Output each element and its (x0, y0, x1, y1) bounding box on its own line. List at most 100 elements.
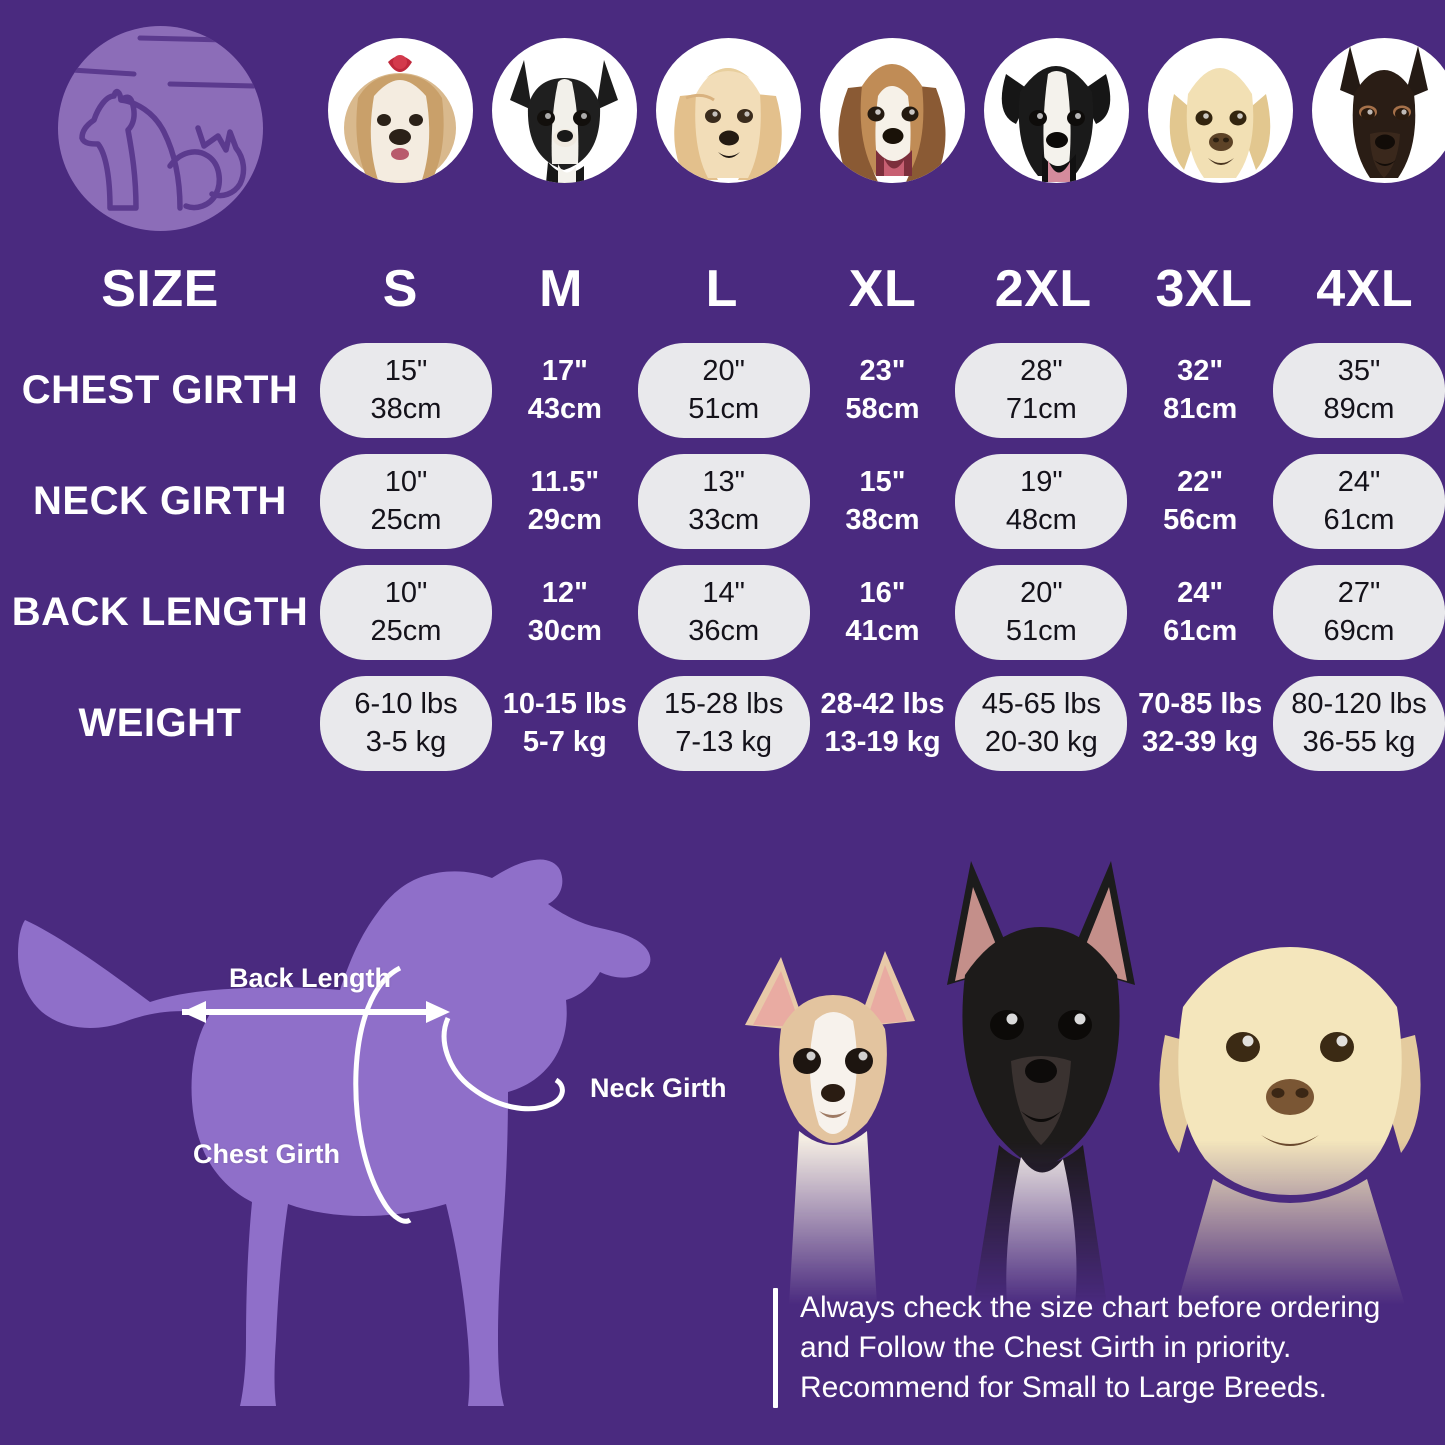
value-plain: 22" 56cm (1163, 466, 1238, 536)
value-plain: 10-15 lbs 5-7 kg (502, 688, 627, 758)
size-table: SIZE S M L XL 2XL 3XL 4XL CHEST GIRTH 15… (0, 243, 1445, 779)
value-plain: 15" 38cm (845, 466, 920, 536)
value-plain: 11.5" 29cm (527, 466, 602, 536)
value-pill: 24" 61cm (1273, 454, 1445, 549)
value-pill: 27" 69cm (1273, 565, 1445, 660)
cell-chest-m: 17" 43cm (492, 343, 638, 437)
cell-weight-xl: 28-42 lbs 13-19 kg (810, 676, 956, 770)
value-pill: 80-120 lbs 36-55 kg (1273, 676, 1445, 771)
breed-avatar-border-collie (984, 38, 1129, 183)
measure-lines-icon (182, 965, 565, 1224)
value-pill: 14" 36cm (637, 565, 810, 660)
breed-avatar-boston-terrier (492, 38, 637, 183)
breed-avatar-cocker-spaniel (656, 38, 801, 183)
value-pill: 20" 51cm (637, 343, 810, 438)
photo-french-bulldog (947, 861, 1135, 1305)
row-label-weight: WEIGHT (78, 701, 242, 745)
cell-neck-s: 10" 25cm (320, 454, 492, 549)
size-header-label: SIZE (101, 260, 219, 318)
label-back-length: Back Length (229, 963, 392, 993)
dog-side-silhouette-icon (18, 859, 651, 1406)
cell-chest-4xl: 35" 89cm (1273, 343, 1445, 438)
cell-back-l: 14" 36cm (637, 565, 810, 660)
value-plain: 24" 61cm (1163, 577, 1238, 647)
cell-back-2xl: 20" 51cm (955, 565, 1128, 660)
value-pill: 10" 25cm (320, 454, 492, 549)
value-plain: 12" 30cm (527, 577, 602, 647)
table-row-back-length: BACK LENGTH 10" 25cm 12" 30cm 14" 36cm 16" 4… (0, 557, 1445, 668)
size-header-4xl: 4XL (1316, 260, 1414, 318)
note-accent-bar (773, 1288, 778, 1408)
breed-avatar-row (328, 38, 1445, 183)
note-text: Always check the size chart before order… (800, 1291, 1381, 1404)
breed-avatar-doberman (1312, 38, 1445, 183)
table-header-row: SIZE S M L XL 2XL 3XL 4XL (0, 243, 1445, 335)
cell-weight-s: 6-10 lbs 3-5 kg (320, 676, 492, 771)
cell-back-m: 12" 30cm (492, 565, 638, 659)
measurement-diagram (0, 840, 740, 1445)
value-pill: 6-10 lbs 3-5 kg (320, 676, 492, 771)
table-row-weight: WEIGHT 6-10 lbs 3-5 kg 10-15 lbs 5-7 kg 15… (0, 668, 1445, 779)
value-plain: 32" 81cm (1163, 355, 1238, 425)
cell-weight-m: 10-15 lbs 5-7 kg (492, 676, 638, 770)
cell-chest-l: 20" 51cm (637, 343, 810, 438)
value-plain: 70-85 lbs 32-39 kg (1138, 688, 1263, 758)
cell-back-4xl: 27" 69cm (1273, 565, 1445, 660)
breed-avatar-shih-tzu (328, 38, 473, 183)
value-pill: 13" 33cm (637, 454, 810, 549)
value-pill: 20" 51cm (955, 565, 1128, 660)
cell-chest-2xl: 28" 71cm (955, 343, 1128, 438)
value-plain: 28-42 lbs 13-19 kg (820, 688, 945, 758)
cell-neck-l: 13" 33cm (637, 454, 810, 549)
value-pill: 10" 25cm (320, 565, 492, 660)
photo-chihuahua (745, 951, 915, 1305)
row-label-neck-girth: NECK GIRTH (33, 479, 287, 523)
size-header-l: L (705, 260, 738, 318)
size-header-m: M (539, 260, 583, 318)
size-header-xl: XL (848, 260, 917, 318)
size-header-3xl: 3XL (1155, 260, 1253, 318)
neck-measure-loop-icon (441, 1016, 565, 1112)
brand-logo (58, 26, 263, 231)
dog-cat-circle-logo-icon (69, 35, 257, 211)
cell-neck-2xl: 19" 48cm (955, 454, 1128, 549)
value-plain: 16" 41cm (845, 577, 920, 647)
cell-chest-3xl: 32" 81cm (1127, 343, 1273, 437)
value-pill: 45-65 lbs 20-30 kg (955, 676, 1128, 771)
label-chest-girth: Chest Girth (193, 1139, 341, 1169)
cell-weight-4xl: 80-120 lbs 36-55 kg (1273, 676, 1445, 771)
chest-measure-loop-icon (353, 965, 412, 1224)
cell-chest-xl: 23" 58cm (810, 343, 956, 437)
value-pill: 28" 71cm (955, 343, 1128, 438)
cell-neck-m: 11.5" 29cm (492, 454, 638, 548)
size-header-2xl: 2XL (994, 260, 1092, 318)
cell-neck-4xl: 24" 61cm (1273, 454, 1445, 549)
table-row-neck-girth: NECK GIRTH 10" 25cm 11.5" 29cm 13" 33cm 15"… (0, 446, 1445, 557)
header (0, 0, 1445, 240)
note-block: Always check the size chart before order… (773, 1288, 1380, 1408)
value-pill: 15" 38cm (320, 343, 492, 438)
cell-weight-2xl: 45-65 lbs 20-30 kg (955, 676, 1128, 771)
cell-weight-l: 15-28 lbs 7-13 kg (637, 676, 810, 771)
cell-neck-3xl: 22" 56cm (1127, 454, 1273, 548)
value-pill: 15-28 lbs 7-13 kg (637, 676, 810, 771)
double-arrow-icon (182, 1001, 450, 1023)
size-header-s: S (382, 260, 418, 318)
breed-avatar-beagle (820, 38, 965, 183)
value-plain: 23" 58cm (845, 355, 920, 425)
cell-neck-xl: 15" 38cm (810, 454, 956, 548)
cell-chest-s: 15" 38cm (320, 343, 492, 438)
photo-labrador (1159, 947, 1421, 1305)
breed-avatar-labrador-retriever (1148, 38, 1293, 183)
cell-back-3xl: 24" 61cm (1127, 565, 1273, 659)
value-pill: 35" 89cm (1273, 343, 1445, 438)
cell-weight-3xl: 70-85 lbs 32-39 kg (1127, 676, 1273, 770)
value-pill: 19" 48cm (955, 454, 1128, 549)
value-plain: 17" 43cm (527, 355, 602, 425)
row-label-back-length: BACK LENGTH (11, 590, 309, 634)
row-label-chest-girth: CHEST GIRTH (21, 368, 299, 412)
label-neck-girth: Neck Girth (590, 1073, 727, 1103)
dog-photo-group (715, 835, 1445, 1305)
cell-back-xl: 16" 41cm (810, 565, 956, 659)
